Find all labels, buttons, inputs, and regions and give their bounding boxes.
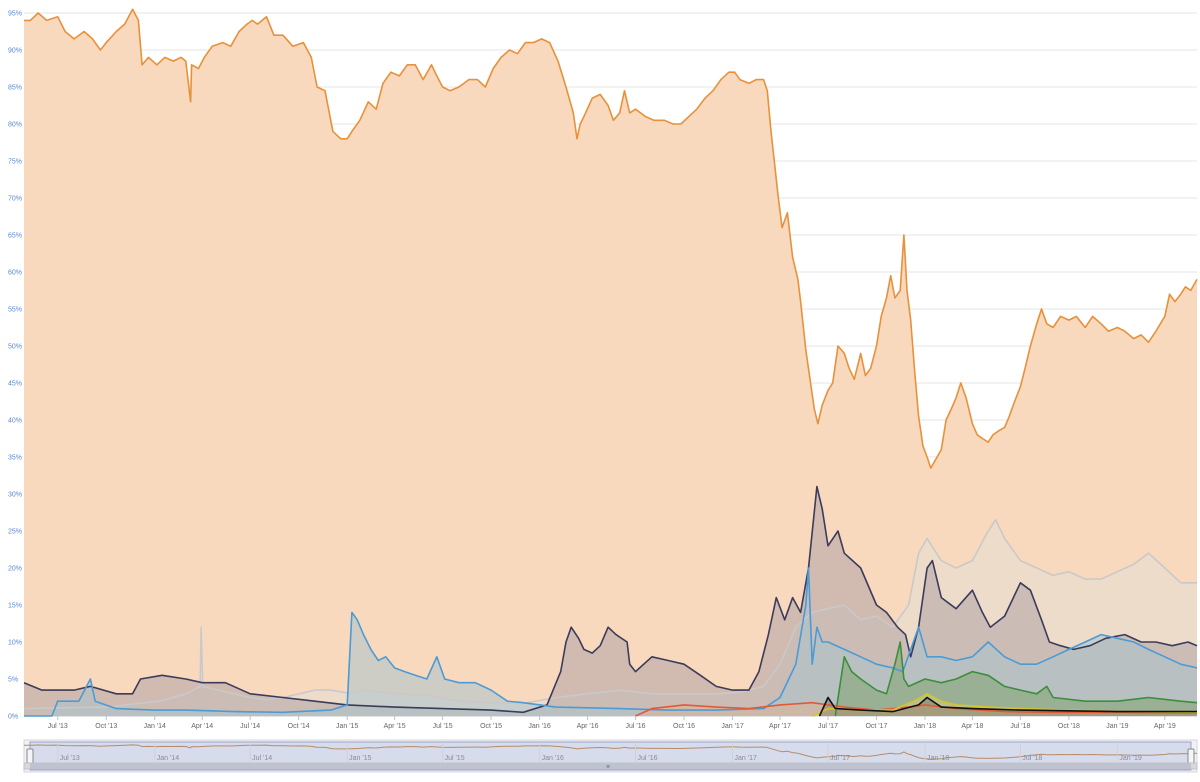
navigator-left-handle[interactable] [26,748,34,764]
navigator-series-line [24,744,1198,760]
navigator-tick-label: Jul '13 [60,755,80,762]
y-tick-label: 95% [8,11,22,18]
y-tick-label: 70% [8,196,22,203]
y-tick-label: 25% [8,529,22,536]
y-tick-label: 45% [8,381,22,388]
x-tick-label: Jul '17 [818,723,838,730]
navigator-tick-label: Jan '14 [157,755,179,762]
navigator-tick-label: Jul '14 [252,755,272,762]
x-tick-label: Apr '17 [769,723,791,730]
navigator-axis: Jul '13 Jan '14 Jul '14 Jan '15 Jul '15 Jan '… [57,742,1142,762]
y-tick-label: 55% [8,307,22,314]
x-tick-label: Apr '19 [1154,723,1176,730]
y-tick-label: 30% [8,492,22,499]
y-tick-label: 20% [8,566,22,573]
x-tick-label: Jul '15 [433,723,453,730]
x-tick-label: Oct '16 [673,723,695,730]
x-tick-label: Jul '14 [240,723,260,730]
series-line-7 [818,696,1197,717]
series-area-2 [24,486,1197,716]
y-tick-label: 15% [8,603,22,610]
navigator-tick-label: Jul '17 [830,755,850,762]
series-area-0 [24,9,1197,717]
series-lines [23,8,1198,717]
series-line-1 [23,519,1197,710]
y-tick-label: 60% [8,270,22,277]
navigator-tick-label: Jan '15 [349,755,371,762]
navigator-right-handle[interactable] [1187,748,1195,764]
x-tick-label: Oct '15 [480,723,502,730]
x-tick-label: Jan '19 [1106,723,1128,730]
navigator-tick-label: Jan '18 [927,755,949,762]
navigator-tick-label: Jul '16 [638,755,658,762]
series-line-3 [24,567,1198,717]
series-line-0 [24,8,1198,469]
x-tick-label: Jan '14 [144,723,166,730]
y-tick-label: 35% [8,455,22,462]
series-line-4 [834,641,1198,717]
x-tick-label: Apr '14 [191,723,213,730]
x-tick-label: Apr '15 [384,723,406,730]
navigator-tick-label: Jan '16 [542,755,564,762]
series-area-6 [812,693,1197,716]
x-tick-label: Jul '13 [48,723,68,730]
y-tick-label: 65% [8,233,22,240]
scrollbar-grip-icon: ≡ [606,765,610,771]
y-tick-label: 5% [8,677,18,684]
y-tick-label: 0% [8,714,18,721]
y-tick-label: 75% [8,159,22,166]
y-tick-label: 10% [8,640,22,647]
x-tick-label: Oct '13 [95,723,117,730]
navigator-tick-label: Jan '17 [735,755,757,762]
y-tick-label: 50% [8,344,22,351]
navigator-tick-label: Jan '19 [1119,755,1141,762]
y-tick-label: 40% [8,418,22,425]
navigator-tick-label: Jul '15 [445,755,465,762]
series-line-5 [635,701,1198,717]
y-tick-label: 85% [8,85,22,92]
x-tick-label: Jul '18 [1010,723,1030,730]
series-areas [24,9,1197,717]
x-tick-label: Jan '16 [528,723,550,730]
x-tick-label: Oct '18 [1058,723,1080,730]
navigator-scrollbar-thumb[interactable] [30,763,1191,769]
x-tick-label: Oct '17 [865,723,887,730]
y-tick-label: 90% [8,48,22,55]
x-tick-label: Jan '18 [914,723,936,730]
y-axis: 0% 5% 10% 15% 20% 25% 30% 35% 40% 45% 50% 55% 60% 65%… [8,11,22,721]
x-axis: Jul '13 Oct '13 Jan '14 Apr '14 Jul '14 Oct '… [48,716,1176,730]
x-tick-label: Jan '17 [721,723,743,730]
x-tick-label: Apr '18 [961,723,983,730]
navigator-tick-label: Jul '18 [1022,755,1042,762]
series-area-4 [835,642,1197,716]
y-tick-label: 80% [8,122,22,129]
x-tick-label: Oct '14 [288,723,310,730]
x-tick-label: Apr '16 [577,723,599,730]
x-tick-label: Jan '15 [336,723,358,730]
x-tick-label: Jul '16 [626,723,646,730]
series-line-2 [23,485,1198,714]
navigator[interactable]: Jul '13 Jan '14 Jul '14 Jan '15 Jul '15 Jan '… [23,739,1198,773]
